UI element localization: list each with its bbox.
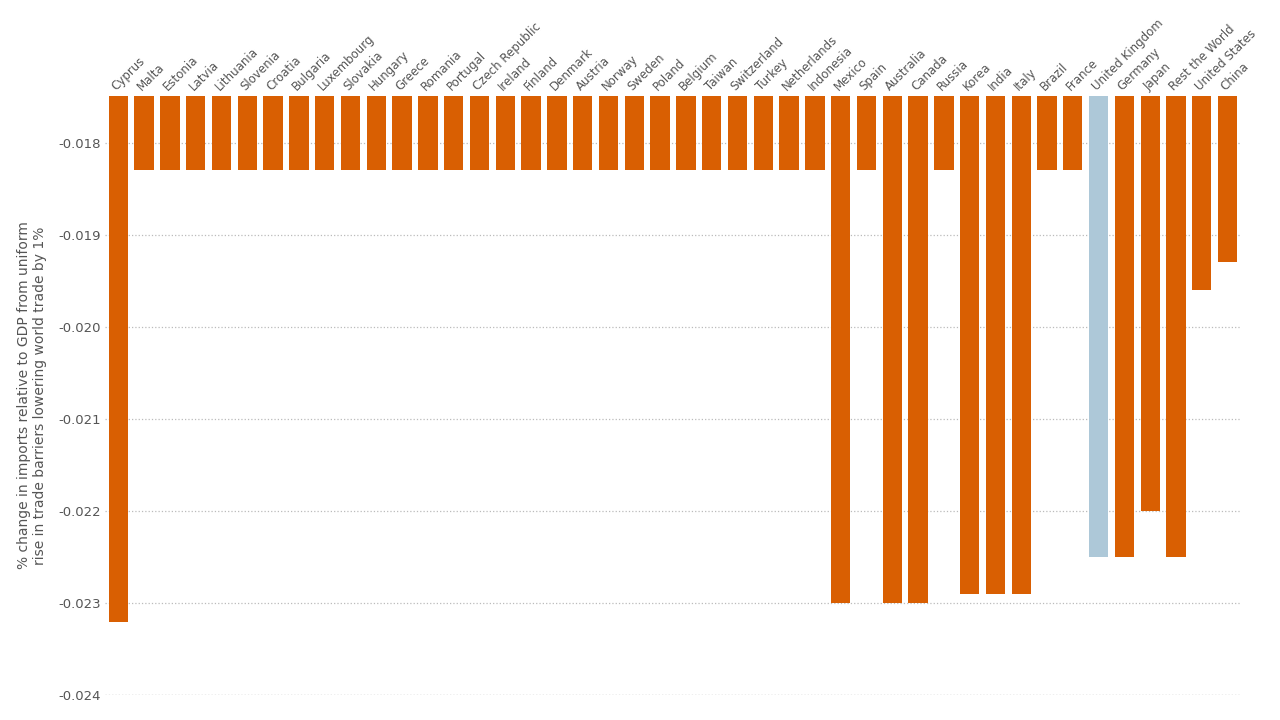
Bar [212, 0, 232, 170]
Bar [1037, 0, 1057, 170]
Bar [909, 0, 928, 603]
Bar [134, 0, 154, 170]
Bar [856, 0, 876, 170]
Bar [883, 0, 902, 603]
Bar [186, 0, 205, 170]
Bar [109, 0, 128, 621]
Bar [366, 0, 387, 170]
Bar [444, 0, 463, 170]
Bar [676, 0, 695, 170]
Bar [393, 0, 412, 170]
Y-axis label: % change in imports relative to GDP from uniform
rise in trade barriers lowering: % change in imports relative to GDP from… [17, 222, 47, 570]
Bar [1011, 0, 1030, 594]
Bar [238, 0, 257, 170]
Bar [934, 0, 954, 170]
Bar [599, 0, 618, 170]
Bar [160, 0, 179, 170]
Bar [1166, 0, 1185, 557]
Bar [986, 0, 1005, 594]
Bar [754, 0, 773, 170]
Bar [805, 0, 824, 170]
Bar [1115, 0, 1134, 557]
Bar [521, 0, 540, 170]
Bar [264, 0, 283, 170]
Bar [1140, 0, 1160, 511]
Bar [470, 0, 489, 170]
Bar [1089, 0, 1108, 557]
Bar [573, 0, 593, 170]
Bar [289, 0, 308, 170]
Bar [960, 0, 979, 594]
Bar [340, 0, 360, 170]
Bar [1192, 0, 1211, 290]
Bar [548, 0, 567, 170]
Bar [1064, 0, 1083, 170]
Bar [701, 0, 722, 170]
Bar [1219, 0, 1238, 262]
Bar [625, 0, 644, 170]
Bar [495, 0, 515, 170]
Bar [780, 0, 799, 170]
Bar [728, 0, 748, 170]
Bar [315, 0, 334, 170]
Bar [419, 0, 438, 170]
Bar [650, 0, 669, 170]
Bar [831, 0, 850, 603]
